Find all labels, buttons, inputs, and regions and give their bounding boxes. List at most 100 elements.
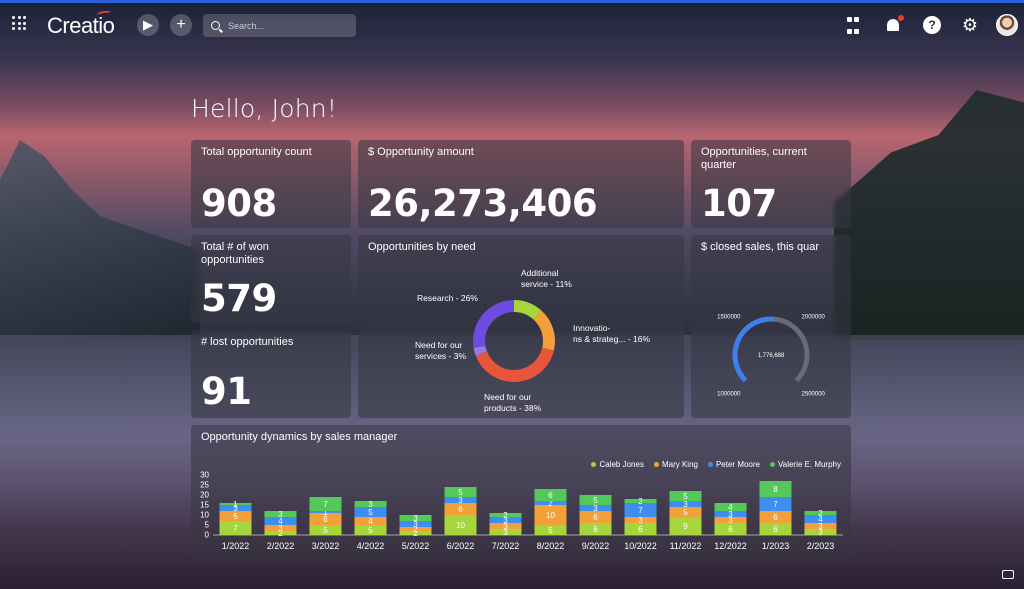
bar-data-label: 7 bbox=[638, 506, 643, 515]
bar-segment bbox=[219, 505, 252, 511]
app-menu-icon[interactable] bbox=[12, 16, 26, 30]
x-tick-label: 4/2022 bbox=[357, 541, 385, 551]
gauge-value-label: 1,776,688 bbox=[758, 353, 785, 359]
gauge-chart: 1,776,688 1000000 1500000 2000000 2500000 bbox=[717, 314, 825, 397]
bar-segment bbox=[309, 525, 342, 535]
bar-data-label: 3 bbox=[593, 504, 598, 513]
card-title: # lost opportunities bbox=[201, 336, 294, 348]
bar-data-label: 3 bbox=[638, 516, 643, 525]
run-process-button[interactable]: ▶ bbox=[137, 14, 159, 36]
bar-segment bbox=[489, 517, 522, 523]
plus-icon: + bbox=[176, 16, 186, 33]
card-opportunities-current-quarter[interactable]: Opportunities, current quarter 107 bbox=[691, 140, 851, 228]
donut-label-products: Need for our products - 38% bbox=[484, 392, 542, 413]
bar-data-label: 6 bbox=[638, 525, 643, 534]
bar-segment bbox=[399, 521, 432, 527]
bar-segment bbox=[624, 499, 657, 503]
x-tick-label: 10/2022 bbox=[624, 541, 657, 551]
bar-segment bbox=[219, 511, 252, 521]
bar-segment bbox=[804, 529, 837, 535]
bar-segment bbox=[444, 497, 477, 503]
bar-data-label: 2 bbox=[278, 529, 283, 538]
bar-data-label: 5 bbox=[683, 492, 688, 501]
card-value: 26,273,406 bbox=[368, 182, 598, 225]
card-value: 908 bbox=[201, 182, 277, 225]
avatar[interactable] bbox=[996, 14, 1018, 36]
bar-data-label: 9 bbox=[683, 522, 688, 531]
card-lost-opportunities[interactable]: # lost opportunities 91 bbox=[191, 330, 351, 418]
search-placeholder: Search... bbox=[228, 20, 265, 31]
card-title: Opportunities, current quarter bbox=[701, 146, 807, 171]
search-input[interactable]: Search... bbox=[203, 14, 356, 37]
card-won-opportunities[interactable]: Total # of won opportunities 579 bbox=[191, 235, 351, 323]
y-tick-label: 5 bbox=[205, 521, 210, 530]
bar-segment bbox=[579, 523, 612, 535]
bar-segment bbox=[489, 529, 522, 535]
bar-data-label: 8 bbox=[773, 485, 778, 494]
x-tick-label: 11/2022 bbox=[670, 541, 702, 551]
notification-dot bbox=[898, 15, 904, 21]
donut-slice-4 bbox=[473, 300, 515, 348]
card-title: Total opportunity count bbox=[201, 146, 312, 158]
bar-data-label: 3 bbox=[503, 528, 508, 537]
bar-data-label: 6 bbox=[548, 491, 553, 500]
bar-segment bbox=[219, 521, 252, 535]
bar-data-label: 5 bbox=[593, 496, 598, 505]
app-logo[interactable]: Creatio bbox=[47, 13, 115, 38]
bar-segment bbox=[399, 515, 432, 521]
donut-label-innovations: Innovatio-ns & strateg... - 16% bbox=[573, 323, 651, 344]
bar-segment bbox=[264, 525, 297, 531]
bar-data-label: 7 bbox=[773, 500, 778, 509]
legend-item[interactable]: Peter Moore bbox=[707, 460, 760, 469]
bar-data-label: 6 bbox=[458, 505, 463, 514]
bar-segment bbox=[489, 523, 522, 529]
donut-slice-3 bbox=[473, 345, 487, 356]
bar-data-label: 6 bbox=[773, 525, 778, 534]
bar-segment bbox=[399, 527, 432, 531]
chat-icon[interactable] bbox=[1002, 570, 1014, 579]
apps-grid-icon[interactable] bbox=[846, 14, 860, 36]
bar-segment bbox=[489, 513, 522, 517]
x-tick-label: 8/2022 bbox=[537, 541, 565, 551]
bar-data-label: 7 bbox=[323, 500, 328, 509]
card-title: $ Opportunity amount bbox=[368, 146, 474, 158]
bar-segment bbox=[354, 507, 387, 517]
x-tick-label: 9/2022 bbox=[582, 541, 610, 551]
legend-item[interactable]: Valerie E. Murphy bbox=[770, 460, 841, 469]
x-tick-label: 2/2022 bbox=[267, 541, 295, 551]
bar-data-label: 4 bbox=[368, 517, 373, 526]
bar-segment bbox=[309, 513, 342, 525]
bar-segment bbox=[714, 503, 747, 511]
bar-segment bbox=[354, 525, 387, 535]
bar-data-label: 3 bbox=[728, 516, 733, 525]
notifications-bell-icon[interactable] bbox=[884, 14, 904, 36]
gear-icon[interactable]: ⚙ bbox=[961, 15, 979, 35]
x-tick-label: 1/2022 bbox=[222, 541, 250, 551]
bar-segment bbox=[714, 517, 747, 523]
card-closed-sales-quarter[interactable]: $ closed sales, this quar 1,776,688 10000… bbox=[691, 235, 851, 418]
donut-label-additional-service: Additional service - 11% bbox=[521, 268, 572, 289]
bar-data-label: 3 bbox=[503, 522, 508, 531]
bar-data-label: 3 bbox=[368, 500, 373, 509]
bar-segment bbox=[444, 503, 477, 515]
card-opportunity-dynamics[interactable]: Opportunity dynamics by sales manager Ca… bbox=[191, 425, 851, 560]
play-icon: ▶ bbox=[143, 17, 153, 32]
top-bar: Creatio ▶ + Search... ? ⚙ bbox=[0, 0, 1024, 44]
card-total-opportunity-count[interactable]: Total opportunity count 908 bbox=[191, 140, 351, 228]
bar-data-label: 5 bbox=[323, 526, 328, 535]
card-opportunities-by-need[interactable]: Opportunities by need Additional service … bbox=[358, 235, 684, 418]
legend-item[interactable]: Mary King bbox=[653, 460, 698, 469]
bar-data-label: 5 bbox=[548, 526, 553, 535]
bar-data-label: 3 bbox=[728, 510, 733, 519]
bar-segment bbox=[624, 503, 657, 517]
card-opportunity-amount[interactable]: $ Opportunity amount 26,273,406 bbox=[358, 140, 684, 228]
add-button[interactable]: + bbox=[170, 14, 192, 36]
bar-data-label: 2 bbox=[638, 497, 643, 506]
bar-data-label: 6 bbox=[773, 513, 778, 522]
legend-item[interactable]: Caleb Jones bbox=[591, 460, 644, 469]
greeting: Hello, John! bbox=[191, 94, 338, 123]
bar-segment bbox=[534, 489, 567, 501]
bar-data-label: 6 bbox=[593, 525, 598, 534]
help-icon[interactable]: ? bbox=[923, 16, 941, 34]
bar-data-label: 3 bbox=[458, 496, 463, 505]
